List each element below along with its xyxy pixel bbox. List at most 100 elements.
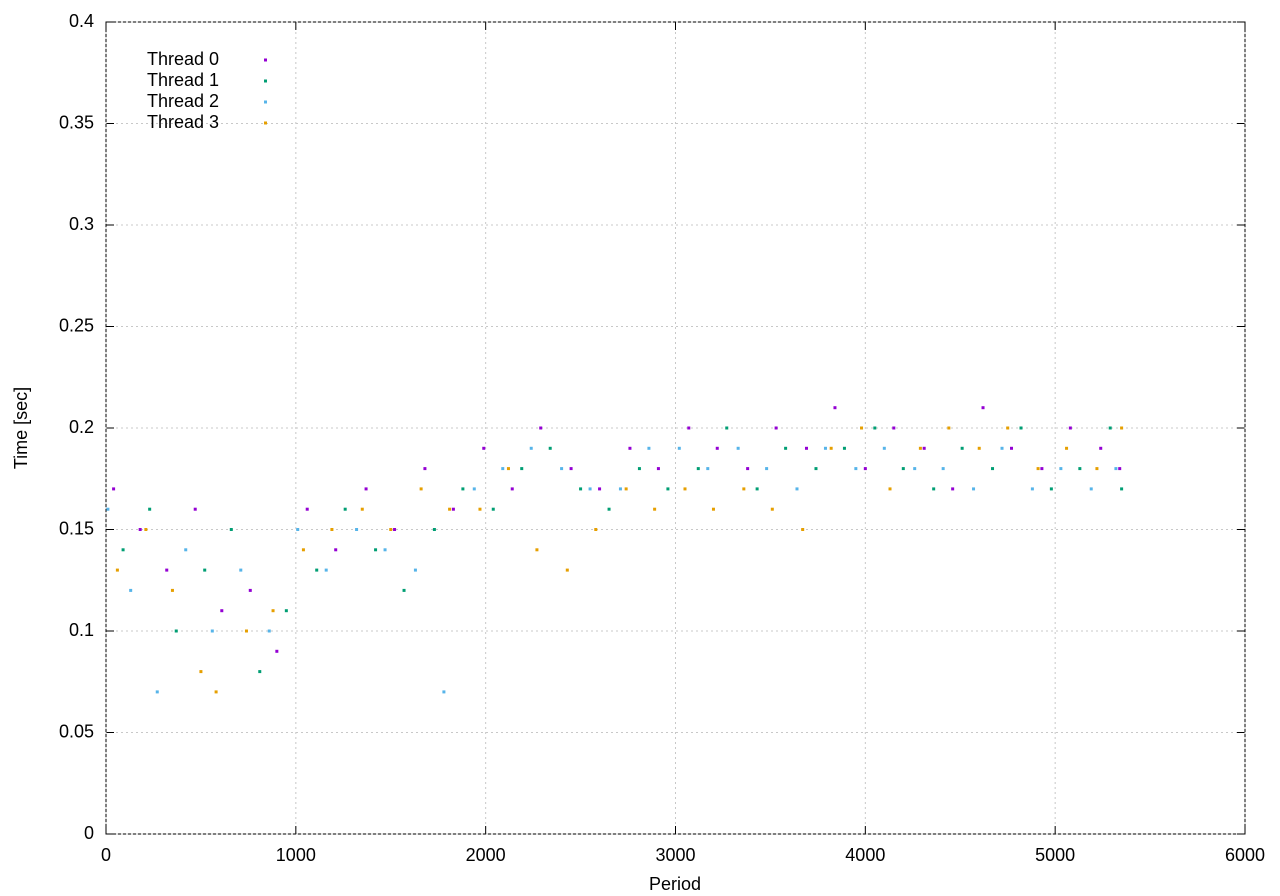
x-tick-label: 0 — [101, 845, 111, 865]
point — [784, 446, 788, 450]
point — [330, 528, 334, 531]
point — [115, 568, 119, 572]
x-axis-label: Period — [649, 874, 701, 894]
point — [1114, 467, 1118, 471]
point — [951, 487, 955, 491]
point — [244, 629, 248, 633]
point — [229, 528, 233, 531]
point — [296, 528, 300, 531]
point — [696, 467, 700, 471]
point — [901, 467, 905, 471]
point — [170, 588, 174, 592]
point — [860, 426, 864, 430]
point — [1059, 467, 1063, 471]
y-tick-label: 0.3 — [69, 214, 94, 234]
point — [1000, 446, 1004, 450]
x-tick-label: 1000 — [276, 845, 316, 865]
legend-label: Thread 2 — [147, 91, 219, 111]
point — [423, 467, 427, 471]
point — [598, 487, 602, 491]
point — [529, 446, 533, 450]
point — [383, 548, 387, 552]
point — [854, 467, 858, 471]
point — [1118, 467, 1122, 471]
point — [804, 446, 808, 450]
y-tick-label: 0.2 — [69, 417, 94, 437]
point — [774, 426, 778, 430]
point — [501, 467, 505, 471]
point — [451, 507, 455, 511]
point — [491, 507, 495, 511]
point — [355, 528, 359, 531]
point — [1049, 487, 1053, 491]
point — [1095, 467, 1099, 471]
point — [539, 426, 543, 430]
point — [112, 487, 116, 491]
point — [565, 568, 569, 572]
point — [922, 446, 926, 450]
point — [1036, 467, 1040, 471]
point — [548, 446, 552, 450]
y-tick-label: 0.25 — [59, 315, 94, 335]
point — [482, 446, 486, 450]
y-axis-label: Time [sec] — [11, 387, 31, 469]
point — [305, 507, 309, 511]
point — [239, 568, 243, 572]
point — [506, 467, 510, 471]
point — [607, 507, 611, 511]
point — [432, 528, 436, 531]
point — [301, 548, 305, 552]
point — [1010, 446, 1014, 450]
point — [174, 629, 178, 633]
point — [1030, 487, 1034, 491]
point — [419, 487, 423, 491]
y-tick-label: 0.1 — [69, 620, 94, 640]
point — [569, 467, 573, 471]
point — [1089, 487, 1093, 491]
point — [833, 406, 837, 410]
point — [795, 487, 799, 491]
point — [981, 406, 985, 410]
point — [364, 487, 368, 491]
point — [1065, 446, 1069, 450]
point — [389, 528, 393, 531]
legend-marker — [264, 79, 267, 83]
point — [624, 487, 628, 491]
point — [653, 507, 657, 511]
point — [742, 487, 746, 491]
point — [210, 629, 214, 633]
point — [461, 487, 465, 491]
point — [711, 507, 715, 511]
point — [184, 548, 188, 552]
point — [413, 568, 417, 572]
x-tick-label: 5000 — [1035, 845, 1075, 865]
point — [148, 507, 152, 511]
point — [842, 446, 846, 450]
point — [947, 426, 951, 430]
point — [393, 528, 397, 531]
point — [765, 467, 769, 471]
point — [677, 446, 681, 450]
point — [913, 467, 917, 471]
legend-label: Thread 1 — [147, 70, 219, 90]
legend-marker — [264, 121, 267, 125]
point — [520, 467, 524, 471]
point — [203, 568, 207, 572]
point — [374, 548, 378, 552]
point — [637, 467, 641, 471]
point — [129, 588, 133, 592]
point — [863, 467, 867, 471]
point — [448, 507, 452, 511]
point — [932, 487, 936, 491]
point — [829, 446, 833, 450]
point — [1068, 426, 1072, 430]
point — [214, 690, 218, 694]
point — [801, 528, 805, 531]
y-tick-label: 0.15 — [59, 518, 94, 538]
point — [715, 446, 719, 450]
point — [588, 487, 592, 491]
point — [746, 467, 750, 471]
legend-marker — [264, 58, 267, 62]
point — [892, 426, 896, 430]
point — [165, 568, 169, 572]
